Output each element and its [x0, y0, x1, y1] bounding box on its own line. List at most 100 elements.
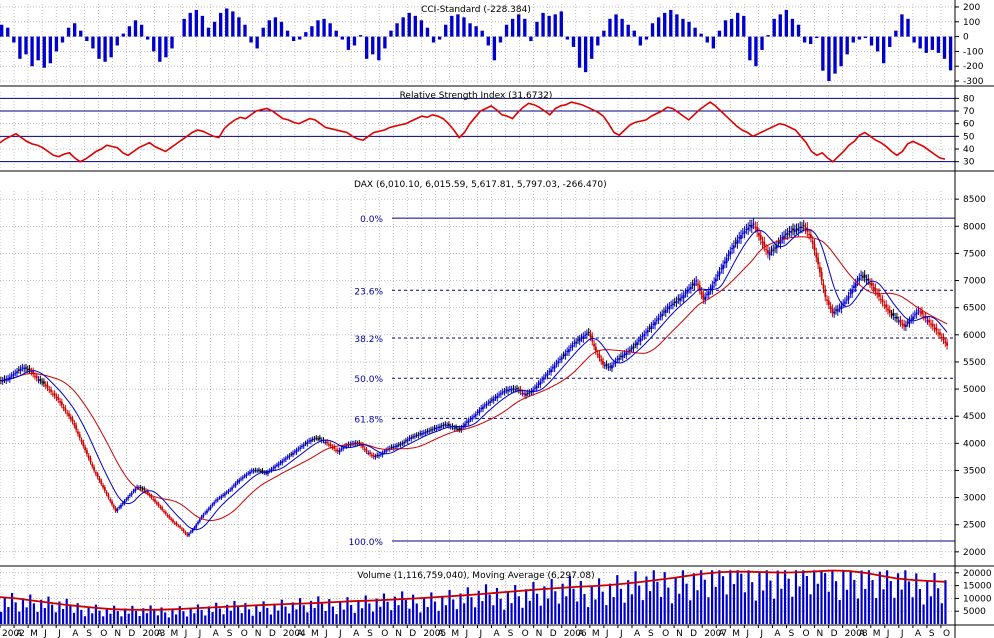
- candle-body: [284, 458, 287, 460]
- volume-bar: [171, 609, 174, 624]
- cci-bar: [608, 18, 612, 37]
- candle-body: [430, 429, 432, 431]
- candle-body: [600, 358, 603, 362]
- cci-bar: [644, 36, 649, 40]
- cci-bar: [930, 36, 935, 50]
- cci-bar: [906, 18, 910, 37]
- candle-body: [553, 365, 556, 369]
- cci-bar: [36, 36, 40, 61]
- candle-body: [66, 412, 69, 414]
- y-tick-label: 15000: [963, 582, 992, 592]
- candle-body: [111, 501, 113, 505]
- volume-bar: [769, 580, 772, 624]
- cci-bar: [267, 20, 271, 37]
- volume-bar: [616, 575, 619, 624]
- candle-body: [827, 300, 830, 305]
- cci-bar: [729, 18, 734, 37]
- candle-body: [313, 438, 316, 440]
- volume-bar: [258, 611, 262, 624]
- volume-bar: [638, 585, 641, 624]
- candle-body: [94, 472, 97, 474]
- candle-body: [693, 282, 696, 286]
- candle-body: [68, 413, 70, 417]
- volume-bar: [860, 570, 863, 624]
- volume-bar: [342, 609, 345, 624]
- candle-body: [189, 531, 192, 533]
- candle-body: [338, 450, 341, 453]
- cci-bar: [316, 20, 320, 37]
- candle-body: [919, 311, 922, 313]
- candle-body: [82, 442, 85, 447]
- cci-bar: [249, 36, 253, 43]
- candle-body: [765, 249, 768, 251]
- candle-body: [136, 486, 138, 489]
- volume-bar: [200, 609, 203, 624]
- candle-body: [657, 317, 660, 320]
- candle-body: [170, 518, 173, 520]
- volume-bar: [40, 599, 43, 624]
- volume-bar: [386, 601, 389, 624]
- x-tick-label: D: [409, 629, 416, 638]
- x-tick-label: J: [338, 629, 342, 638]
- candle-body: [249, 471, 251, 474]
- volume-bar: [273, 603, 276, 624]
- y-tick-label: 40: [963, 145, 975, 155]
- candle-body: [587, 331, 590, 333]
- candle-body: [612, 363, 615, 365]
- y-tick-label: 20000: [963, 569, 992, 579]
- cci-bar: [918, 36, 922, 49]
- candle-body: [754, 226, 757, 228]
- fib-level-label: 50.0%: [354, 375, 383, 385]
- candle-body: [471, 417, 474, 419]
- candle-body: [435, 427, 438, 430]
- cci-bar: [553, 14, 557, 37]
- candle-body: [711, 285, 714, 291]
- candle-body: [795, 228, 798, 230]
- volume-bar: [904, 570, 907, 624]
- volume-bar: [813, 570, 816, 624]
- volume-bar: [21, 598, 25, 624]
- x-tick-label: A: [578, 629, 585, 638]
- candle-body: [512, 388, 515, 390]
- cci-bar: [547, 15, 551, 37]
- x-tick-label: N: [676, 629, 683, 638]
- volume-bar: [120, 616, 123, 624]
- volume-bar: [175, 614, 178, 624]
- cci-bar: [535, 21, 539, 37]
- volume-bar: [557, 603, 561, 624]
- y-tick-label: 6000: [963, 331, 986, 341]
- x-tick-label: O: [662, 629, 669, 638]
- cci-bar: [748, 36, 752, 61]
- volume-bar: [54, 612, 57, 624]
- x-tick-label: N: [255, 629, 262, 638]
- x-tick-label: N: [395, 629, 402, 638]
- cci-bar: [450, 15, 454, 37]
- candle-body: [732, 245, 735, 249]
- cci-bar: [12, 36, 16, 43]
- candle-body: [779, 239, 782, 244]
- candle-body: [335, 449, 337, 451]
- y-tick-label: 3000: [963, 494, 986, 504]
- x-tick-label: A: [774, 629, 781, 638]
- x-tick-label: S: [227, 629, 233, 638]
- volume-bar: [36, 611, 39, 624]
- x-tick-label: J: [745, 629, 749, 638]
- candle-body: [274, 466, 276, 468]
- candle-body: [663, 311, 665, 313]
- volume-bar: [794, 570, 798, 624]
- candle-body: [596, 353, 599, 355]
- candle-body: [78, 434, 81, 438]
- candle-body: [603, 365, 606, 367]
- y-tick-label: 2000: [963, 548, 986, 558]
- volume-bar: [718, 570, 721, 624]
- cci-bar: [857, 36, 862, 40]
- volume-bar: [182, 611, 185, 624]
- candle-body: [281, 460, 284, 464]
- volume-bar: [747, 570, 750, 624]
- candle-body: [722, 264, 724, 270]
- cci-bar: [875, 36, 880, 52]
- candle-body: [883, 304, 886, 306]
- cci-bar: [778, 14, 782, 37]
- candle-body: [637, 340, 640, 342]
- volume-bar: [565, 596, 568, 624]
